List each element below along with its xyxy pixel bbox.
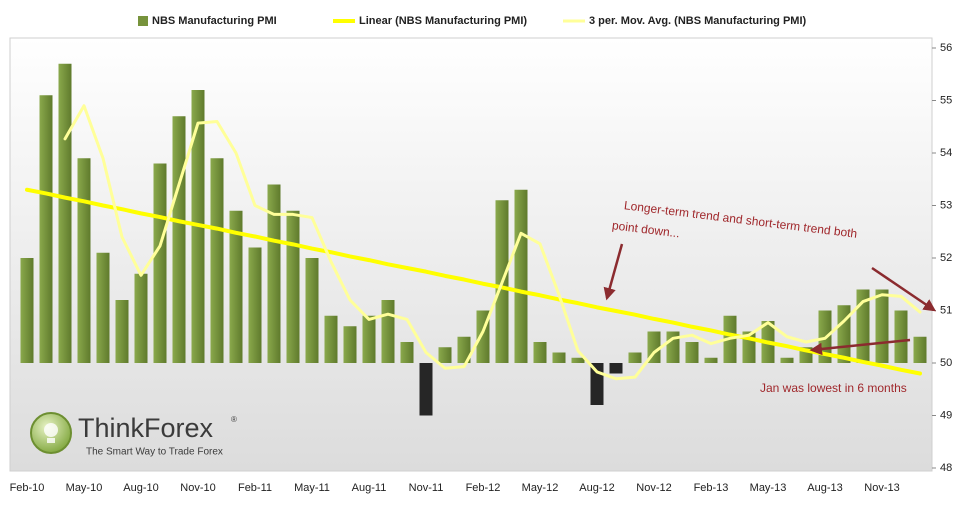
- bar: [115, 300, 129, 363]
- x-tick-label: Nov-13: [864, 482, 899, 494]
- x-tick-label: May-11: [294, 482, 330, 494]
- arrows: [603, 243, 937, 356]
- bar: [590, 363, 604, 405]
- arrow: [809, 338, 911, 356]
- bar: [305, 258, 319, 363]
- bar: [210, 158, 224, 363]
- x-tick-label: May-13: [750, 482, 787, 494]
- bar: [381, 300, 395, 363]
- bar: [343, 326, 357, 363]
- x-tick-label: Feb-11: [238, 482, 272, 494]
- bar: [438, 347, 452, 363]
- y-tick-label: 49: [940, 409, 952, 421]
- logo-name: ThinkForex: [78, 413, 214, 443]
- bar: [248, 247, 262, 363]
- line: [63, 104, 922, 381]
- x-tick-label: May-10: [66, 482, 103, 494]
- bar: [894, 310, 908, 363]
- bar: [134, 273, 148, 363]
- bar: [362, 315, 376, 363]
- bar: [20, 258, 34, 363]
- bar: [609, 363, 623, 374]
- annotation: Jan was lowest in 6 months: [760, 381, 907, 395]
- bar: [533, 342, 547, 363]
- y-tick-label: 48: [940, 462, 952, 474]
- bar: [229, 210, 243, 363]
- arrow: [603, 243, 624, 301]
- bar: [837, 305, 851, 363]
- bar: [704, 357, 718, 363]
- y-tick-label: 55: [940, 94, 952, 106]
- bar: [552, 352, 566, 363]
- legend-label: 3 per. Mov. Avg. (NBS Manufacturing PMI): [589, 15, 807, 27]
- y-tick-label: 52: [940, 252, 952, 264]
- x-tick-label: Feb-13: [694, 482, 729, 494]
- y-tick-label: 51: [940, 304, 952, 316]
- y-tick-label: 50: [940, 357, 952, 369]
- bar: [685, 342, 699, 363]
- x-tick-label: Feb-10: [10, 482, 45, 494]
- bar: [400, 342, 414, 363]
- bar: [875, 289, 889, 363]
- logo-tagline: The Smart Way to Trade Forex: [86, 447, 223, 458]
- bar: [39, 95, 53, 363]
- bar: [514, 189, 528, 363]
- bar: [324, 315, 338, 363]
- bar: [419, 363, 433, 416]
- x-tick-label: Aug-10: [123, 482, 158, 494]
- logo: ThinkForex ® The Smart Way to Trade Fore…: [30, 412, 237, 458]
- legend-label: Linear (NBS Manufacturing PMI): [359, 15, 527, 27]
- bar: [628, 352, 642, 363]
- legend-label: NBS Manufacturing PMI: [152, 15, 277, 27]
- bar: [286, 210, 300, 363]
- y-tick-label: 54: [940, 147, 952, 159]
- x-tick-label: Nov-11: [409, 482, 444, 494]
- bar: [96, 252, 110, 363]
- bar: [267, 184, 281, 363]
- bar: [780, 357, 794, 363]
- x-tick-label: Nov-10: [180, 482, 215, 494]
- plot-area: [9, 37, 933, 472]
- y-tick-label: 53: [940, 199, 952, 211]
- bar: [571, 357, 585, 363]
- x-tick-label: Aug-12: [579, 482, 614, 494]
- bar: [457, 336, 471, 363]
- x-tick-label: Aug-13: [807, 482, 842, 494]
- logo-mark: ®: [231, 415, 237, 424]
- bar: [77, 158, 91, 363]
- bar: [172, 116, 186, 363]
- y-tick-label: 56: [940, 42, 952, 54]
- bar: [153, 163, 167, 363]
- x-tick-label: Nov-12: [636, 482, 671, 494]
- x-tick-label: Aug-11: [352, 482, 387, 494]
- x-tick-label: May-12: [522, 482, 559, 494]
- arrow: [871, 266, 937, 312]
- bar: [913, 336, 927, 363]
- bar: [58, 63, 72, 363]
- legend-swatch: [138, 16, 148, 26]
- x-tick-label: Feb-12: [466, 482, 501, 494]
- line: [25, 187, 922, 376]
